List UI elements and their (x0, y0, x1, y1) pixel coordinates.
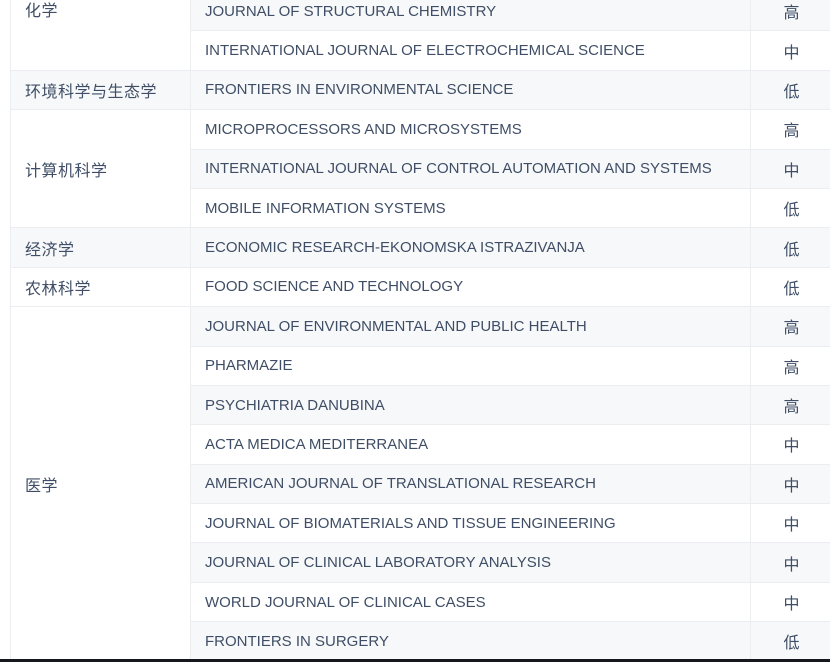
level-badge: 高 (750, 306, 830, 347)
level-badge: 中 (750, 542, 830, 583)
journal-cell: WORLD JOURNAL OF CLINICAL CASES (190, 581, 751, 623)
category-label: 农林科学 (25, 280, 92, 298)
journal-cell: FRONTIERS IN ENVIRONMENTAL SCIENCE (190, 69, 751, 111)
table-row: INTERNATIONAL JOURNAL OF ELECTROCHEMICAL… (11, 30, 830, 71)
level-badge: 高 (750, 384, 830, 426)
table-row: JOURNAL OF CLINICAL LABORATORY ANALYSIS … (11, 542, 830, 583)
category-label: 环境科学与生态学 (25, 83, 158, 101)
category-cell-medicine: 医学 (10, 306, 191, 660)
journal-cell: INTERNATIONAL JOURNAL OF CONTROL AUTOMAT… (190, 148, 751, 189)
category-label: 计算机科学 (25, 162, 108, 180)
journal-cell: FOOD SCIENCE AND TECHNOLOGY (190, 266, 751, 308)
level-badge: 中 (750, 463, 830, 505)
category-cell-environment: 环境科学与生态学 (10, 69, 191, 111)
journal-cell: PHARMAZIE (190, 345, 751, 386)
category-label: 化学 (25, 3, 59, 20)
journal-cell: FRONTIERS IN SURGERY (190, 621, 751, 660)
table-row: 医学 JOURNAL OF ENVIRONMENTAL AND PUBLIC H… (10, 306, 830, 660)
level-badge: 高 (750, 345, 830, 386)
journal-cell: JOURNAL OF ENVIRONMENTAL AND PUBLIC HEAL… (190, 306, 751, 347)
level-badge: 低 (750, 227, 830, 268)
journal-cell: JOURNAL OF CLINICAL LABORATORY ANALYSIS (190, 542, 751, 583)
journal-cell: MICROPROCESSORS AND MICROSYSTEMS (190, 109, 751, 150)
table-row: 化学 JOURNAL OF STRUCTURAL CHEMISTRY 高 (10, 0, 830, 71)
table-row: AMERICAN JOURNAL OF TRANSLATIONAL RESEAR… (11, 463, 830, 505)
level-badge: 中 (750, 581, 830, 623)
journal-cell: ACTA MEDICA MEDITERRANEA (190, 424, 751, 465)
level-badge: 高 (750, 109, 830, 150)
table-row: 计算机科学 MICROPROCESSORS AND MICROSYSTEMS 高 (10, 109, 830, 229)
table-row: FRONTIERS IN SURGERY 低 (11, 621, 830, 660)
category-cell-agriculture: 农林科学 (10, 266, 191, 308)
table-row: WORLD JOURNAL OF CLINICAL CASES 中 (11, 581, 830, 623)
table-row: INTERNATIONAL JOURNAL OF CONTROL AUTOMAT… (11, 148, 830, 189)
table-row: 农林科学 FOOD SCIENCE AND TECHNOLOGY 低 (10, 266, 830, 308)
table-row: 经济学 ECONOMIC RESEARCH-EKONOMSKA ISTRAZIV… (10, 227, 830, 268)
bottom-divider (0, 659, 830, 662)
journal-cell: JOURNAL OF STRUCTURAL CHEMISTRY (190, 0, 751, 32)
level-badge: 中 (750, 503, 830, 544)
table-row: PSYCHIATRIA DANUBINA 高 (11, 384, 830, 426)
journal-cell: JOURNAL OF BIOMATERIALS AND TISSUE ENGIN… (190, 503, 751, 544)
category-label: 经济学 (25, 241, 75, 259)
level-badge: 低 (750, 266, 830, 308)
journal-cell: MOBILE INFORMATION SYSTEMS (190, 187, 751, 229)
table-row: PHARMAZIE 高 (11, 345, 830, 386)
level-badge: 低 (750, 621, 830, 660)
journal-cell: ECONOMIC RESEARCH-EKONOMSKA ISTRAZIVANJA (190, 227, 751, 268)
table-row: ACTA MEDICA MEDITERRANEA 中 (11, 424, 830, 465)
level-badge: 高 (750, 0, 830, 32)
level-badge: 中 (750, 148, 830, 189)
category-label: 医学 (25, 477, 59, 495)
level-badge: 中 (750, 424, 830, 465)
category-cell-economics: 经济学 (10, 227, 191, 268)
table-row: 环境科学与生态学 FRONTIERS IN ENVIRONMENTAL SCIE… (10, 69, 830, 111)
level-badge: 低 (750, 187, 830, 229)
journal-cell: PSYCHIATRIA DANUBINA (190, 384, 751, 426)
journal-risk-table: 化学 JOURNAL OF STRUCTURAL CHEMISTRY 高 INT… (10, 0, 830, 660)
level-badge: 低 (750, 69, 830, 111)
journal-cell: INTERNATIONAL JOURNAL OF ELECTROCHEMICAL… (190, 30, 751, 71)
category-cell-computer-science: 计算机科学 (10, 109, 191, 229)
journal-cell: AMERICAN JOURNAL OF TRANSLATIONAL RESEAR… (190, 463, 751, 505)
category-cell-chemistry: 化学 (10, 0, 191, 71)
level-badge: 中 (750, 30, 830, 71)
